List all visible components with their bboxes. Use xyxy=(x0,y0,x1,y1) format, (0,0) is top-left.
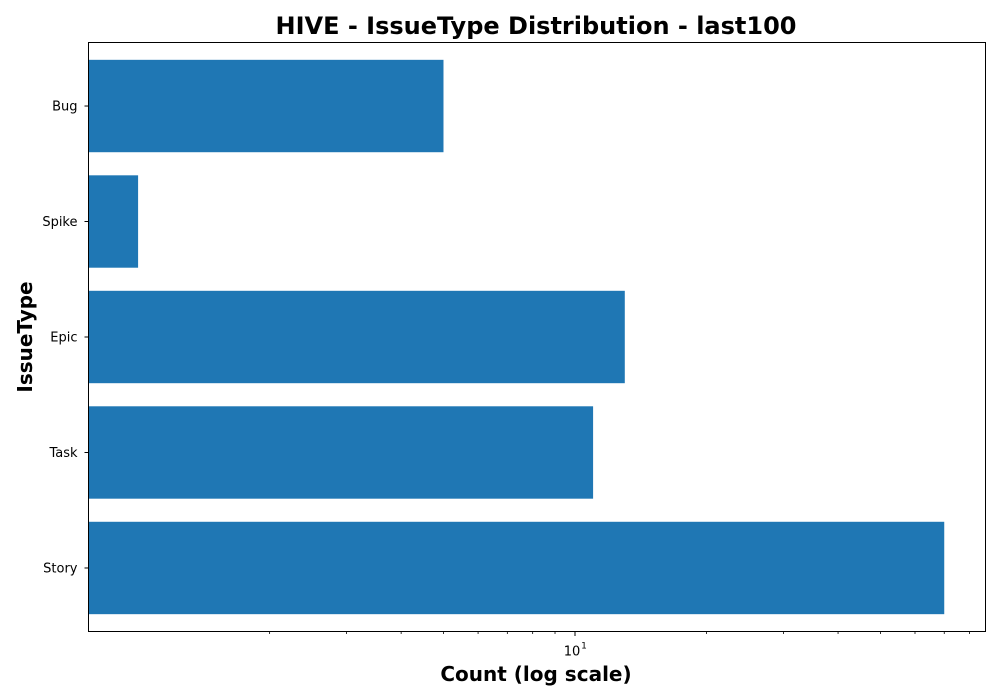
bars-group xyxy=(88,59,945,615)
bar-bug xyxy=(88,59,444,153)
bar-task xyxy=(88,406,594,499)
x-tick-label: 10 xyxy=(564,645,581,660)
bar-epic xyxy=(88,290,625,384)
chart-title: HIVE - IssueType Distribution - last100 xyxy=(276,12,797,40)
y-axis-label: IssueType xyxy=(13,281,37,392)
y-tick-label-story: Story xyxy=(43,561,78,576)
y-tick-label-spike: Spike xyxy=(42,215,77,230)
plot-frame xyxy=(88,42,986,632)
bar-spike xyxy=(88,175,139,268)
x-tick-label-exponent: 1 xyxy=(581,642,587,652)
y-tick-label-epic: Epic xyxy=(50,331,77,346)
y-tick-label-task: Task xyxy=(48,446,78,461)
bar-story xyxy=(88,521,945,615)
y-tick-label-bug: Bug xyxy=(52,100,77,115)
x-ticks-group: 10 1 xyxy=(269,631,970,660)
x-axis-label: Count (log scale) xyxy=(440,662,631,686)
y-ticks-group: Story Task Epic Spike Bug xyxy=(42,100,89,576)
